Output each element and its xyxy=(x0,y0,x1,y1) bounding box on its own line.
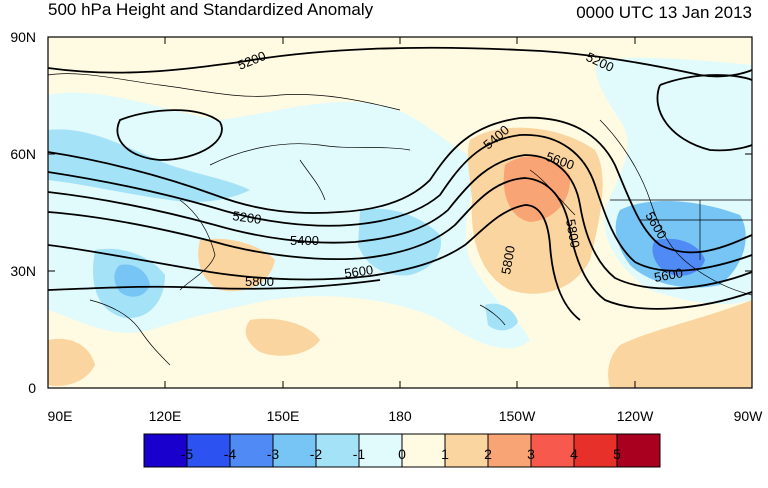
lat-label-90n: 90N xyxy=(10,29,36,45)
anomaly-shading xyxy=(48,37,752,388)
colorbar-label: -3 xyxy=(266,446,280,462)
contour-label: 5800 xyxy=(563,218,583,249)
contour-label: 5600 xyxy=(343,262,374,281)
lat-label-0: 0 xyxy=(28,380,36,396)
colorbar-label: 1 xyxy=(441,446,449,462)
colorbar-label: -2 xyxy=(309,446,323,462)
colorbar-swatch xyxy=(616,433,661,468)
colorbar-swatch xyxy=(143,433,188,468)
contour-label: 5800 xyxy=(498,244,518,275)
colorbar-swatch xyxy=(530,433,575,468)
colorbar-swatch xyxy=(487,433,532,468)
lon-label-90e: 90E xyxy=(47,408,73,424)
contour-label: 5600 xyxy=(653,265,684,285)
colorbar-swatch xyxy=(444,433,489,468)
colorbar-swatch xyxy=(401,433,446,468)
colorbar-label: -5 xyxy=(180,446,194,462)
colorbar-swatch xyxy=(573,433,618,468)
valid-time: 0000 UTC 13 Jan 2013 xyxy=(576,3,752,22)
lon-label-120e: 120E xyxy=(148,408,182,424)
colorbar-swatch xyxy=(358,433,403,468)
lon-label-180: 180 xyxy=(388,408,412,424)
map-title: 500 hPa Height and Standardized Anomaly xyxy=(48,0,374,19)
colorbar-label: 3 xyxy=(527,446,535,462)
colorbar-label: 2 xyxy=(484,446,492,462)
lon-label-120w: 120W xyxy=(616,408,654,424)
colorbar-label: -1 xyxy=(352,446,366,462)
contour-label: 5800 xyxy=(245,274,274,289)
colorbar xyxy=(143,433,661,468)
colorbar-label: -4 xyxy=(223,446,237,462)
contour-label: 5200 xyxy=(232,208,263,227)
contour-label: 5400 xyxy=(290,233,319,248)
colorbar-swatch xyxy=(186,433,231,468)
colorbar-swatch xyxy=(272,433,317,468)
colorbar-label: 4 xyxy=(570,446,578,462)
lat-label-30n: 30N xyxy=(10,263,36,279)
colorbar-label: 0 xyxy=(398,446,406,462)
colorbar-swatch xyxy=(315,433,360,468)
lon-label-150w: 150W xyxy=(498,408,536,424)
lon-label-150e: 150E xyxy=(266,408,300,424)
lat-label-60n: 60N xyxy=(10,146,36,162)
lon-label-90w: 90W xyxy=(733,408,763,424)
colorbar-label: 5 xyxy=(613,446,621,462)
